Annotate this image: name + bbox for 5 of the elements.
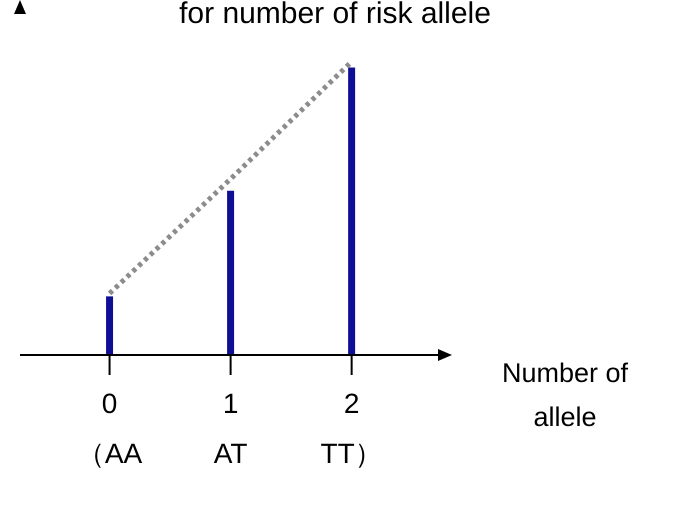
x-tick-label: 1 AT [214,388,248,469]
x-tick-label: 0 （AA [76,388,143,469]
x-axis-title: Number of allele [502,358,629,432]
x-tick-label: 2 TT） [320,388,383,469]
chart-title: for number of risk allele [179,0,491,30]
